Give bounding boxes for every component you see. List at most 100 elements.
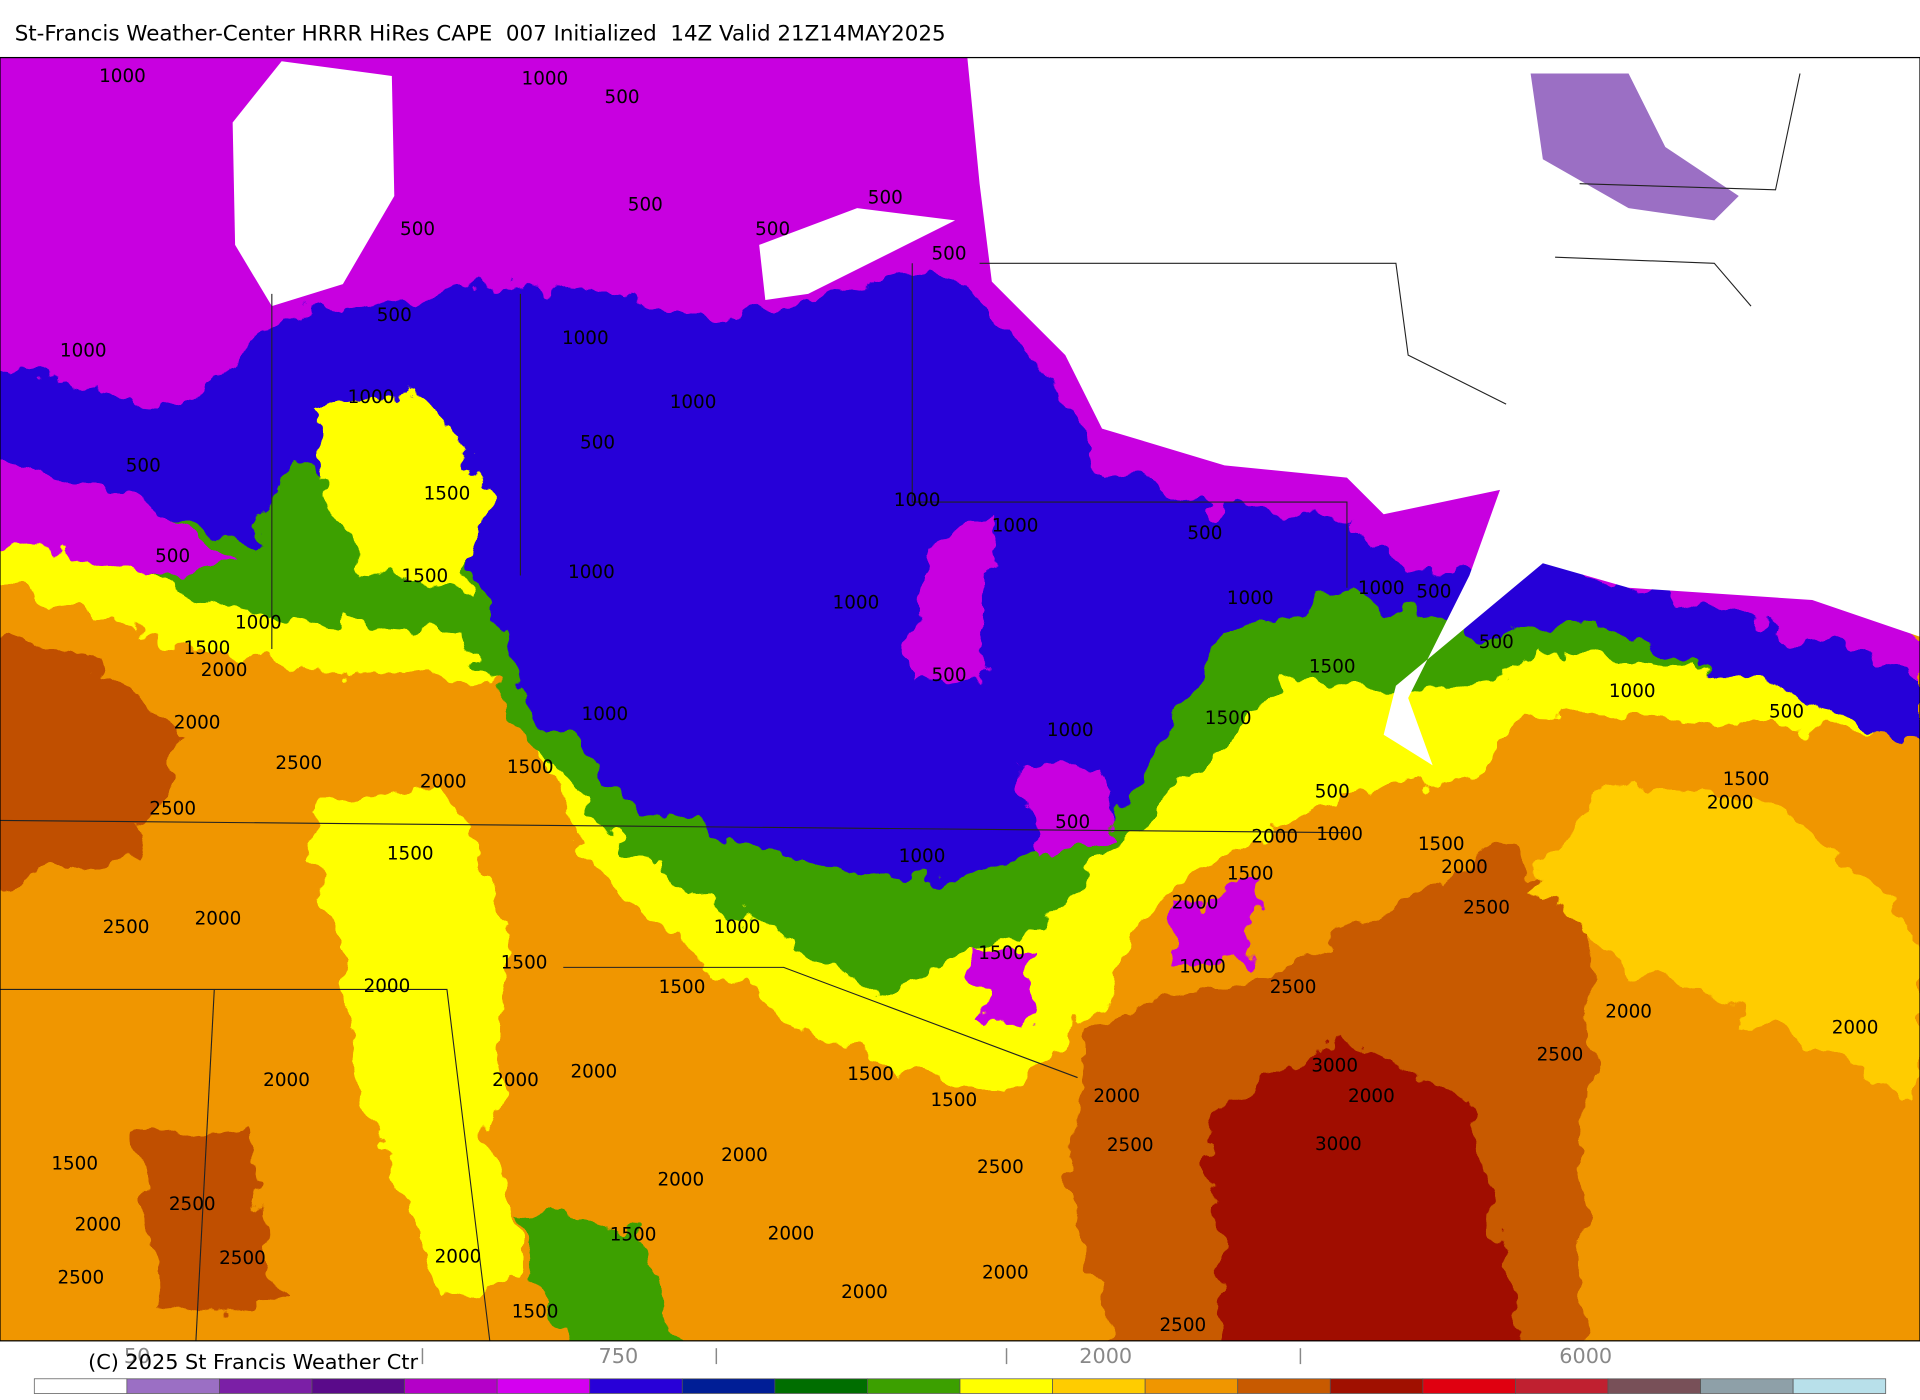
contour-label: 2000 [75,1215,122,1236]
map-frame [0,56,1920,1342]
state-border [195,989,215,1341]
colorbar-label: 2000 [1079,1344,1132,1368]
state-border [1555,256,1752,307]
contour-label: 2500 [219,1248,266,1269]
contour-label: 500 [126,456,161,477]
state-border [979,262,1507,405]
colorbar-label: 750 [599,1344,639,1368]
contour-label: 500 [1315,781,1350,802]
contour-label: 1000 [562,328,609,349]
contour-label: 2500 [1107,1135,1154,1156]
contour-label: 1500 [1723,769,1770,790]
contour-label: 2500 [977,1157,1024,1178]
cape-region [1212,1040,1524,1341]
contour-label: 2000 [1441,857,1488,878]
contour-label: 1500 [184,638,231,659]
contour-label: 2000 [1172,893,1219,914]
cape-region [134,1126,282,1311]
contour-label: 1000 [348,387,395,408]
colorbar-swatch [219,1378,313,1394]
colorbar-swatch [1792,1378,1887,1394]
contour-label: 500 [605,87,640,108]
contour-label: 1500 [931,1090,978,1111]
contour-label: 3000 [1315,1134,1362,1155]
colorbar-swatch [126,1378,220,1394]
contour-label: 1000 [1047,720,1094,741]
lake [759,208,956,301]
contour-label: 1000 [894,490,941,511]
contour-label: 2000 [768,1223,815,1244]
contour-label: 1500 [51,1154,98,1175]
colorbar-swatch [1329,1378,1424,1394]
colorbar-swatch [1422,1378,1516,1394]
contour-label: 500 [580,432,615,453]
cape-region [0,469,245,576]
contour-label: 1000 [1227,588,1274,609]
cape-region [514,1212,676,1341]
contour-label: 1500 [847,1064,894,1085]
contour-label: 2000 [1605,1002,1652,1023]
contour-label: 2000 [435,1247,482,1268]
colorbar-label: 6000 [1559,1344,1612,1368]
contour-label: 1500 [387,844,434,865]
colorbar-swatch [1700,1378,1794,1394]
contour-label: 500 [755,219,790,240]
contour-label: 1500 [1227,863,1274,884]
contour-label: 1500 [1205,708,1252,729]
colorbar-label: 50 [124,1344,150,1368]
contour-label: 3000 [1311,1056,1358,1077]
colorbar-swatch [496,1378,591,1394]
colorbar-swatch [33,1378,128,1394]
contour-label: 1500 [507,757,554,778]
contour-label: 2500 [149,798,196,819]
cape-region [1175,881,1262,968]
colorbar-swatch [589,1378,683,1394]
contour-label: 1000 [1609,681,1656,702]
contour-label: 2000 [982,1262,1029,1283]
contour-label: 2500 [169,1194,216,1215]
contour-label: 2500 [1537,1045,1584,1066]
contour-label: 2500 [1270,977,1317,998]
contour-label: 1500 [1309,656,1356,677]
contour-label: 1000 [235,612,282,633]
contour-label: 2000 [492,1070,539,1091]
contour-label: 500 [1187,523,1222,544]
contour-label: 2500 [1159,1315,1206,1336]
contour-label: 1000 [992,516,1039,537]
contour-label: 1000 [1179,956,1226,977]
contour-label: 2000 [841,1282,888,1303]
colorbar-swatch [311,1378,405,1394]
state-border [563,966,1078,1079]
contour-label: 2500 [57,1267,104,1288]
colorbar-swatch [404,1378,498,1394]
contour-label: 2000 [571,1062,618,1083]
map-title: St-Francis Weather-Center HRRR HiRes CAP… [15,21,946,46]
contour-label: 1000 [1358,578,1405,599]
contour-label: 500 [931,244,966,265]
contour-label: 1000 [670,392,717,413]
contour-label: 500 [868,187,903,208]
contour-label: 2000 [364,976,411,997]
contour-label: 1000 [568,562,615,583]
contour-label: 1000 [60,340,107,361]
contour-label: 1500 [1418,834,1465,855]
contour-label: 500 [1769,702,1804,723]
contour-label: 1500 [659,977,706,998]
cape-region [318,391,490,588]
state-border [0,819,1347,834]
contour-label: 2500 [1463,898,1510,919]
lake [232,61,395,307]
contour-label: 500 [377,305,412,326]
cape-region [1530,73,1739,221]
colorbar-swatch [1144,1378,1239,1394]
contour-label: 2500 [103,917,150,938]
cape-region [306,783,527,1298]
contour-label: 1000 [714,917,761,938]
state-border [1579,73,1801,191]
contour-label: 2000 [174,713,221,734]
contour-label: 500 [155,546,190,567]
contour-label: 500 [628,195,663,216]
contour-label: 1000 [99,66,146,87]
